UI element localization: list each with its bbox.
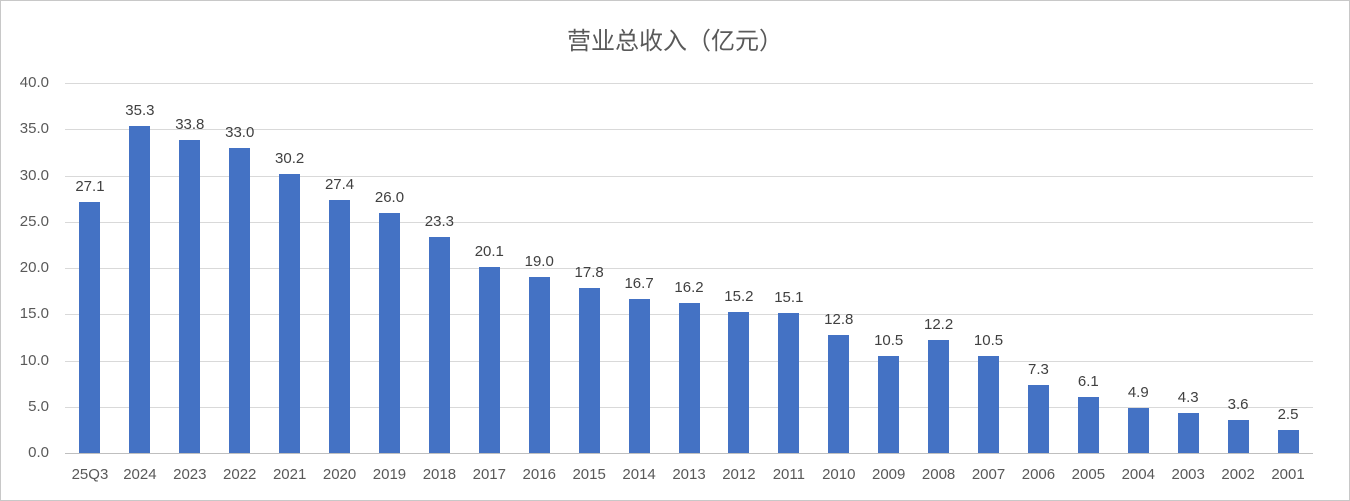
bar xyxy=(578,288,600,453)
x-axis-category-label: 2006 xyxy=(1021,466,1056,483)
bar-value-label: 10.5 xyxy=(874,331,904,349)
x-axis-category-label: 2003 xyxy=(1171,466,1205,483)
x-axis-line xyxy=(65,453,1313,454)
bar-value-label: 2.5 xyxy=(1277,405,1299,423)
bar xyxy=(129,126,151,453)
bar-value-label: 7.3 xyxy=(1028,361,1049,379)
y-axis-tick-label: 0.0 xyxy=(28,444,49,461)
x-axis-category-label: 2020 xyxy=(322,466,357,483)
y-axis-tick-label: 10.0 xyxy=(19,351,49,369)
x-axis-category-label: 2004 xyxy=(1121,466,1155,483)
x-axis-category-label: 2023 xyxy=(173,466,207,483)
x-axis-category-label: 2018 xyxy=(422,466,457,483)
x-axis-category-label: 2015 xyxy=(572,466,606,483)
bar-value-label: 10.5 xyxy=(973,331,1004,349)
bar xyxy=(828,334,850,453)
bar-value-label: 17.8 xyxy=(574,264,604,282)
gridline xyxy=(65,129,1313,131)
x-axis-category-label: 2016 xyxy=(522,466,556,483)
y-axis-tick-label: 20.0 xyxy=(19,259,49,276)
bar-value-label: 23.3 xyxy=(424,213,454,231)
x-axis-category-label: 2017 xyxy=(472,466,506,483)
bar-value-label: 27.4 xyxy=(324,175,355,193)
x-axis-category-label: 2011 xyxy=(772,466,805,483)
y-axis-tick-label: 40.0 xyxy=(19,74,49,91)
x-axis-category-label: 2013 xyxy=(672,466,706,483)
bar-value-label: 16.7 xyxy=(624,274,654,292)
bar-value-label: 19.0 xyxy=(524,253,554,271)
x-axis-category-label: 2022 xyxy=(223,466,257,483)
bar-value-label: 4.9 xyxy=(1127,383,1149,401)
bar-value-label: 3.6 xyxy=(1227,395,1249,413)
bar xyxy=(1077,396,1099,453)
bar xyxy=(728,312,750,453)
x-axis-category-label: 2014 xyxy=(622,466,656,483)
bar xyxy=(1177,413,1199,453)
x-axis-category-label: 2005 xyxy=(1071,466,1106,483)
bar xyxy=(428,237,450,453)
bar xyxy=(928,340,950,453)
bar xyxy=(778,313,800,453)
bar-value-label: 33.8 xyxy=(175,116,205,134)
bar xyxy=(1127,407,1149,453)
bar-value-label: 20.1 xyxy=(474,243,504,261)
bar xyxy=(79,202,101,453)
gridline xyxy=(65,175,1313,177)
bar-value-label: 6.1 xyxy=(1077,372,1099,390)
bar xyxy=(478,267,500,453)
x-axis-category-label: 2002 xyxy=(1221,466,1255,483)
x-axis-category-label: 2019 xyxy=(372,466,407,483)
bar-value-label: 15.1 xyxy=(774,289,804,307)
bar xyxy=(528,277,550,453)
y-axis-tick-label: 35.0 xyxy=(19,120,49,138)
bar xyxy=(229,147,251,453)
bar xyxy=(678,303,700,453)
bar xyxy=(1277,429,1299,453)
x-axis-category-label: 2009 xyxy=(871,466,906,483)
gridline xyxy=(65,221,1313,223)
y-axis-tick-label: 25.0 xyxy=(19,212,49,230)
bar-value-label: 12.8 xyxy=(824,310,854,328)
bar xyxy=(279,173,301,453)
x-axis-category-label: 2008 xyxy=(921,466,956,483)
bar xyxy=(628,298,650,453)
y-axis-tick-label: 5.0 xyxy=(28,397,49,415)
bar-value-label: 26.0 xyxy=(374,188,405,206)
bar-value-label: 16.2 xyxy=(674,279,704,297)
bar xyxy=(329,199,351,453)
bar-value-label: 35.3 xyxy=(125,102,155,120)
x-axis-category-label: 2001 xyxy=(1271,466,1305,483)
x-axis-category-label: 25Q3 xyxy=(71,466,109,483)
chart-title: 营业总收入（亿元） xyxy=(567,28,783,55)
bar xyxy=(378,212,400,453)
bar-value-label: 27.1 xyxy=(75,178,105,196)
bar-value-label: 15.2 xyxy=(724,288,754,306)
bar-value-label: 4.3 xyxy=(1177,389,1199,407)
x-axis-category-label: 2012 xyxy=(722,466,756,483)
bar xyxy=(978,355,1000,453)
gridline xyxy=(65,83,1313,84)
bar xyxy=(878,355,900,453)
bar xyxy=(1027,385,1049,453)
gridline xyxy=(65,268,1313,269)
x-axis-category-label: 2024 xyxy=(123,466,157,483)
y-axis-tick-label: 30.0 xyxy=(19,166,49,184)
x-axis-category-label: 2021 xyxy=(272,466,307,483)
x-axis-category-label: 2010 xyxy=(822,466,856,483)
y-axis-tick-label: 15.0 xyxy=(19,305,49,323)
bar xyxy=(1227,419,1249,453)
bar-value-label: 12.2 xyxy=(923,316,954,334)
x-axis-category-label: 2007 xyxy=(971,466,1006,483)
bar-value-label: 33.0 xyxy=(225,123,255,141)
bar-value-label: 30.2 xyxy=(275,149,305,167)
bar xyxy=(179,140,201,453)
